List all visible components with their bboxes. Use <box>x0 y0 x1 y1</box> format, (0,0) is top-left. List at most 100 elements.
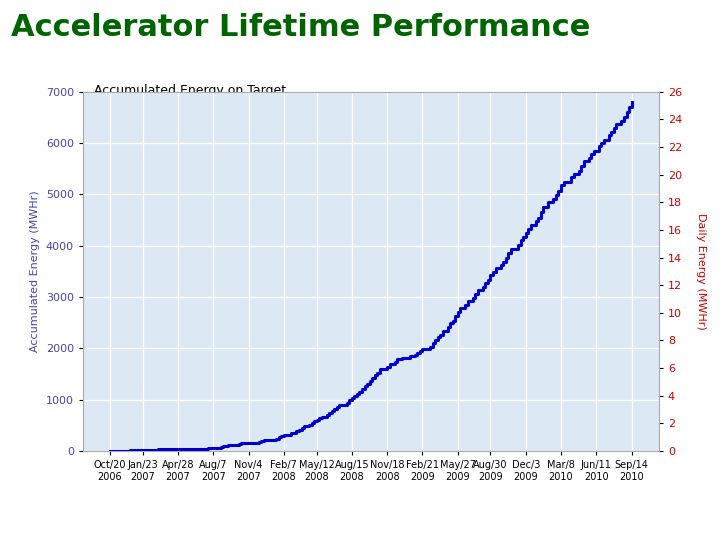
Text: Accelerator Lifetime Performance: Accelerator Lifetime Performance <box>11 14 590 43</box>
Text: Accumulated Energy on Target: Accumulated Energy on Target <box>94 84 286 97</box>
Bar <box>376 276 378 451</box>
Bar <box>240 404 242 451</box>
Bar <box>502 265 504 451</box>
Bar <box>394 297 396 451</box>
Bar <box>389 264 391 451</box>
Bar <box>547 187 549 451</box>
Bar <box>522 279 524 451</box>
Bar <box>409 357 411 451</box>
Bar <box>354 329 356 451</box>
Bar <box>270 414 272 451</box>
Bar <box>366 292 368 451</box>
Y-axis label: Accumulated Energy (MWHr): Accumulated Energy (MWHr) <box>30 191 40 352</box>
Bar <box>298 344 300 451</box>
Bar <box>517 193 519 451</box>
Bar <box>500 265 502 451</box>
Bar <box>434 217 436 451</box>
Bar <box>235 404 237 451</box>
Bar <box>441 203 444 451</box>
Bar <box>530 208 532 451</box>
Bar <box>359 349 361 451</box>
Bar <box>570 184 572 451</box>
Bar <box>210 413 212 451</box>
Bar <box>560 93 562 451</box>
Bar <box>338 311 341 451</box>
Bar <box>474 221 477 451</box>
Bar <box>275 372 277 451</box>
Bar <box>623 174 625 451</box>
Bar <box>535 212 537 451</box>
Bar <box>330 293 333 451</box>
Bar <box>144 434 146 451</box>
Bar <box>456 166 459 451</box>
Bar <box>542 105 544 451</box>
Bar <box>295 341 297 451</box>
Bar <box>520 172 522 451</box>
Bar <box>628 156 630 451</box>
Bar <box>228 420 230 451</box>
Bar <box>348 298 351 451</box>
Bar <box>204 427 207 451</box>
Bar <box>308 363 310 451</box>
Bar <box>325 343 328 451</box>
Bar <box>487 277 489 451</box>
Bar <box>117 441 119 451</box>
Bar <box>540 92 542 451</box>
Bar <box>436 279 438 451</box>
Bar <box>119 437 121 451</box>
Bar <box>222 412 225 451</box>
Bar <box>454 183 456 451</box>
Bar <box>364 273 366 451</box>
Bar <box>303 335 305 451</box>
Bar <box>492 243 494 451</box>
Bar <box>333 340 336 451</box>
Bar <box>472 273 474 451</box>
Bar <box>315 376 318 451</box>
Bar <box>220 401 222 451</box>
Bar <box>525 201 527 451</box>
Bar <box>416 370 418 451</box>
Bar <box>369 295 371 451</box>
Bar <box>626 163 628 451</box>
Y-axis label: Daily Energy (MWHr): Daily Energy (MWHr) <box>696 213 706 330</box>
Bar <box>631 110 633 451</box>
Bar <box>562 205 564 451</box>
Bar <box>449 190 451 451</box>
Bar <box>446 238 449 451</box>
Bar <box>552 203 554 451</box>
Bar <box>537 237 539 451</box>
Bar <box>419 308 421 451</box>
Bar <box>278 361 280 451</box>
Bar <box>616 199 618 451</box>
Bar <box>608 180 610 451</box>
Bar <box>258 391 260 451</box>
Bar <box>431 210 433 451</box>
Bar <box>490 118 492 451</box>
Bar <box>588 262 590 451</box>
Bar <box>510 152 512 451</box>
Bar <box>611 233 613 451</box>
Bar <box>421 343 423 451</box>
Bar <box>290 341 292 451</box>
Bar <box>346 292 348 451</box>
Bar <box>401 346 403 451</box>
Bar <box>313 330 315 451</box>
Bar <box>260 402 262 451</box>
Bar <box>154 442 156 451</box>
Bar <box>451 291 454 451</box>
Bar <box>557 217 559 451</box>
Bar <box>429 313 431 451</box>
Bar <box>328 323 330 451</box>
Bar <box>361 260 363 451</box>
Bar <box>527 157 529 451</box>
Bar <box>374 273 376 451</box>
Bar <box>621 269 623 451</box>
Bar <box>386 323 388 451</box>
Bar <box>477 194 479 451</box>
Bar <box>283 387 285 451</box>
Bar <box>336 344 338 451</box>
Bar <box>555 217 557 451</box>
Bar <box>603 241 605 451</box>
Bar <box>600 253 603 451</box>
Bar <box>318 336 320 451</box>
